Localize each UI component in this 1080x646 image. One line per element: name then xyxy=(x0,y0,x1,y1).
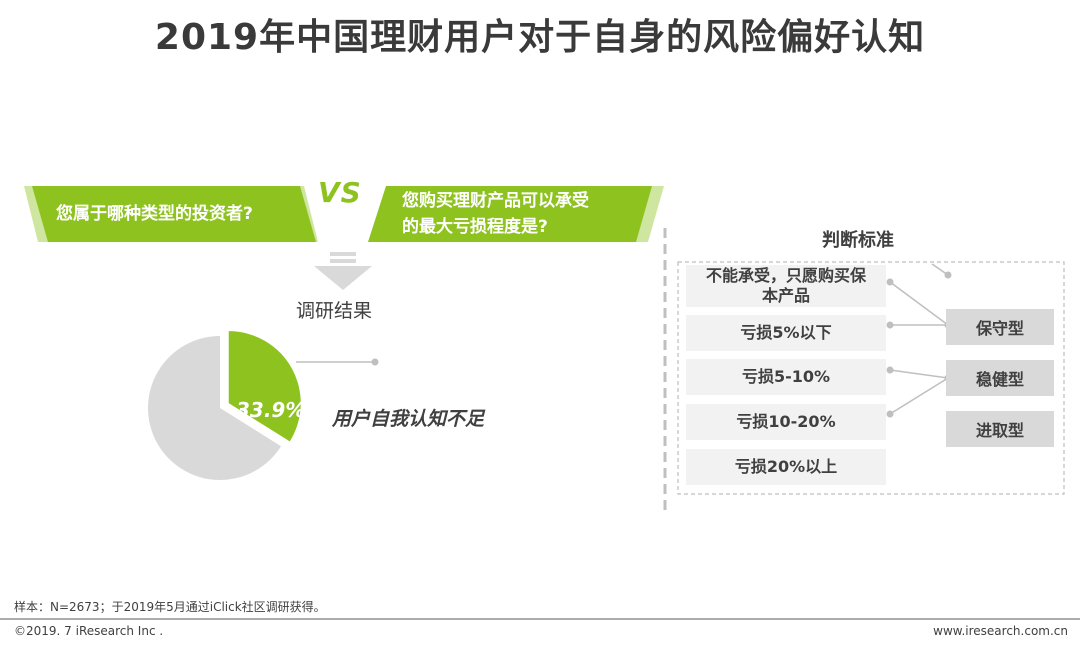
connector-line xyxy=(889,369,949,379)
loss-level-label: 亏损5-10% xyxy=(741,367,831,386)
loss-level-box: 亏损5%以下 xyxy=(686,315,886,351)
loss-level-box: 亏损20%以上 xyxy=(686,449,886,485)
loss-level-label: 不能承受，只愿购买保 xyxy=(705,266,866,285)
callout-dot xyxy=(371,358,379,366)
type-tag-conservative: 保守型 xyxy=(946,309,1054,345)
question-right-line1: 您购买理财产品可以承受 xyxy=(402,191,589,211)
pie-slice-highlight xyxy=(228,331,301,442)
criteria-title: 判断标准 xyxy=(822,230,894,251)
loss-level-label: 亏损10-20% xyxy=(736,412,836,431)
site-url: www.iresearch.com.cn xyxy=(933,624,1068,638)
callout-text: 用户自我认知不足 xyxy=(332,408,485,430)
connector-line xyxy=(889,377,949,415)
question-right-line2: 的最大亏损程度是? xyxy=(402,217,548,237)
loss-level-box: 亏损5-10% xyxy=(686,359,886,395)
criteria-frame xyxy=(677,261,1065,495)
down-arrow-icon xyxy=(314,252,372,290)
right-banner-shadow xyxy=(636,186,664,242)
left-banner xyxy=(32,186,316,242)
type-tag-aggressive: 进取型 xyxy=(946,411,1054,447)
connector-dot xyxy=(886,321,894,329)
copyright: ©2019. 7 iResearch Inc . xyxy=(14,624,164,638)
pie-slice-rest xyxy=(148,336,282,480)
loss-level-label: 亏损20%以上 xyxy=(734,457,838,476)
page-title: 2019年中国理财用户对于自身的风险偏好认知 xyxy=(154,17,926,58)
connector-dot xyxy=(886,410,894,418)
loss-level-box: 不能承受，只愿购买保 本产品 xyxy=(686,265,886,307)
connector-dot xyxy=(886,366,894,374)
sample-note: 样本：N=2673；于2019年5月通过iClick社区调研获得。 xyxy=(14,600,326,614)
loss-level-label: 本产品 xyxy=(761,286,810,305)
type-tag-steady: 稳健型 xyxy=(946,360,1054,396)
loss-level-label: 亏损5%以下 xyxy=(740,323,832,342)
loss-level-box: 亏损10-20% xyxy=(686,404,886,440)
connector-dot xyxy=(886,278,894,286)
vs-label: VS xyxy=(318,176,362,209)
connector-dot xyxy=(944,271,952,279)
pie-chart xyxy=(148,331,301,480)
question-left: 您属于哪种类型的投资者? xyxy=(56,204,253,224)
right-banner xyxy=(368,186,662,242)
result-label: 调研结果 xyxy=(296,300,373,322)
pie-slice-label: 33.9% xyxy=(236,398,306,422)
connector-line xyxy=(889,281,949,326)
